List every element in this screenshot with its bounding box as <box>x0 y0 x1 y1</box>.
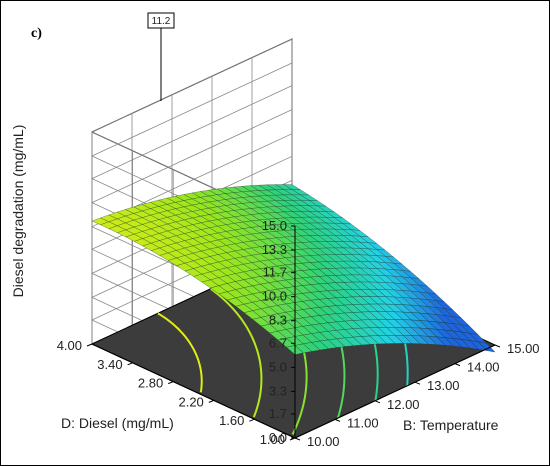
y-axis-title: D: Diesel (mg/mL) <box>61 415 174 431</box>
temperature-tick <box>374 400 381 404</box>
contour-line <box>157 312 203 393</box>
z-tick-label: 0.0 <box>269 430 287 445</box>
temperature-axis-line <box>294 344 496 439</box>
z-tick-label: 5.0 <box>269 359 287 374</box>
temperature-tick <box>494 344 501 348</box>
temperature-tick-label: 15.00 <box>507 341 540 356</box>
temperature-tick <box>294 437 301 441</box>
z-axis-title: Diesel degradation (mg/mL) <box>10 125 26 298</box>
z-tick-label: 6.7 <box>269 335 287 350</box>
diesel-tick <box>289 437 296 441</box>
temperature-tick-label: 13.00 <box>427 378 460 393</box>
z-tick-label: 15.0 <box>262 218 287 233</box>
temperature-tick <box>414 381 421 385</box>
diesel-tick <box>127 362 133 366</box>
diesel-tick <box>249 418 255 422</box>
temperature-tick-label: 11.00 <box>347 415 379 430</box>
z-tick-label: 3.3 <box>269 383 287 398</box>
diesel-tick-label: 1.60 <box>219 413 244 428</box>
diesel-axis-line <box>91 343 296 439</box>
z-tick-label: 13.3 <box>262 242 287 257</box>
x-axis-title: B: Temperature <box>403 417 499 433</box>
diesel-tick-label: 1.00 <box>260 432 285 447</box>
axes: 0.0 1.7 3.3 5.0 6.7 8.3 10.0 11.7 13.3 15.0 1.00 1.… <box>57 218 540 449</box>
diesel-tick <box>86 343 93 347</box>
diesel-tick <box>208 399 214 403</box>
panel-label: c) <box>31 26 42 41</box>
temperature-tick-label: 12.00 <box>387 397 420 412</box>
temperature-tick <box>334 418 341 422</box>
temperature-tick <box>454 363 461 367</box>
temperature-tick-label: 10.00 <box>307 434 340 449</box>
temperature-tick-label: 14.00 <box>467 360 500 375</box>
diesel-tick-label: 2.80 <box>138 376 163 391</box>
diesel-tick-label: 2.20 <box>178 394 203 409</box>
z-tick-label: 1.7 <box>269 406 287 421</box>
z-tick-label: 11.7 <box>263 265 287 280</box>
diesel-tick-label: 3.40 <box>97 357 122 372</box>
max-callout-label: 11.2 <box>152 16 171 27</box>
diesel-tick <box>168 381 174 385</box>
contour-line <box>210 287 263 418</box>
max-callout: 11.2 <box>147 12 175 101</box>
diesel-tick-label: 4.00 <box>57 338 82 353</box>
z-tick-label: 10.0 <box>262 289 287 304</box>
z-tick-label: 8.3 <box>269 313 287 328</box>
